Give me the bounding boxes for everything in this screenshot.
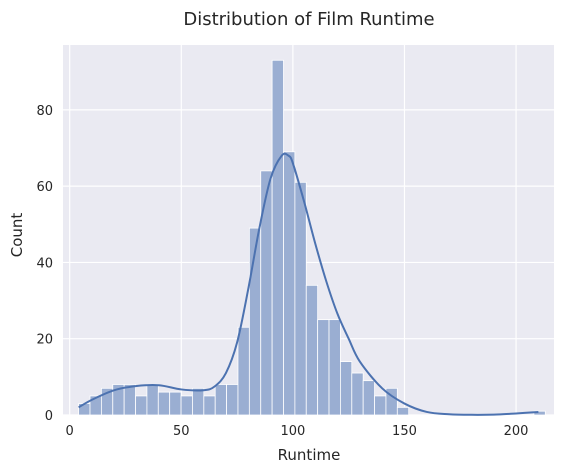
y-tick-labels: 0 20 40 60 80 [36, 104, 53, 424]
x-tick-labels: 0 50 100 150 200 [66, 424, 529, 439]
y-tick-label: 20 [36, 333, 53, 348]
x-tick-label: 200 [504, 424, 529, 439]
y-tick-label: 0 [45, 409, 53, 424]
histogram-bar [237, 326, 250, 416]
kde-curve [78, 152, 539, 416]
histogram-bar [260, 170, 273, 416]
histogram-bar [294, 181, 307, 416]
histogram-bars [78, 59, 546, 416]
histogram-bar [203, 395, 216, 416]
y-axis-label: Count [8, 213, 26, 258]
x-tick-label: 0 [66, 424, 74, 439]
histogram-bar [146, 384, 159, 416]
histogram-bar [192, 387, 205, 416]
y-tick-label: 40 [36, 256, 53, 271]
histogram-bar [328, 319, 341, 416]
y-tick-label: 60 [36, 180, 53, 195]
histogram-bar [305, 284, 319, 416]
y-tick-label: 80 [36, 104, 53, 119]
x-axis-label: Runtime [278, 446, 341, 464]
histogram-bar [374, 395, 387, 416]
histogram-bar [396, 406, 410, 416]
x-tick-label: 100 [280, 424, 305, 439]
x-tick-label: 150 [392, 424, 417, 439]
histogram-bar [123, 384, 136, 416]
histogram-bar [283, 151, 296, 416]
histogram-bar [135, 395, 148, 416]
histogram-bar [180, 395, 193, 416]
histogram-bar [362, 380, 375, 416]
histogram-bar [351, 372, 364, 416]
histogram-bar [169, 391, 182, 416]
histogram-bar [271, 59, 284, 416]
histogram-bar [226, 384, 239, 416]
histogram-bar [385, 387, 398, 416]
histogram-bar [340, 361, 353, 416]
chart-title: Distribution of Film Runtime [183, 9, 434, 30]
x-tick-label: 50 [173, 424, 190, 439]
histogram-bar [157, 391, 171, 416]
histogram-bar [317, 319, 330, 416]
histogram-bar [214, 384, 227, 416]
